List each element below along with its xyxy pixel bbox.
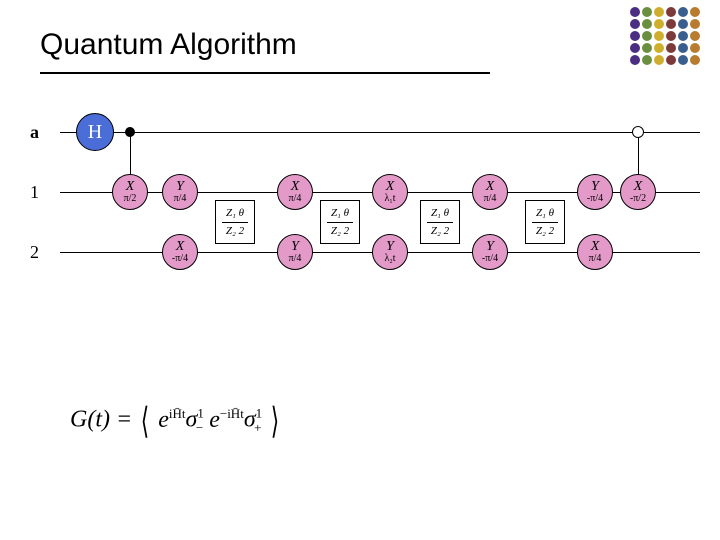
- rotation-gate: Y-π/4: [472, 234, 508, 270]
- zz-interaction-box: Z₁ θZ₂ 2: [320, 200, 360, 244]
- rotation-gate: Yπ/4: [162, 174, 198, 210]
- greens-function-formula: G(t) = ⟨ eiH̄tσ1− e−iH̄tσ1+ ⟩: [70, 400, 282, 442]
- rotation-gate: Xπ/4: [577, 234, 613, 270]
- rotation-gate: Yπ/4: [277, 234, 313, 270]
- rotation-gate: X-π/2: [620, 174, 656, 210]
- rotation-gate: X-π/4: [162, 234, 198, 270]
- zz-interaction-box: Z₁ θZ₂ 2: [420, 200, 460, 244]
- rotation-gate: Xπ/2: [112, 174, 148, 210]
- wire-label-2: 2: [30, 242, 39, 263]
- rotation-gate: Xπ/4: [277, 174, 313, 210]
- open-control-dot: [632, 126, 644, 138]
- title-underline: [40, 72, 490, 74]
- page-title: Quantum Algorithm: [40, 28, 297, 62]
- zz-interaction-box: Z₁ θZ₂ 2: [215, 200, 255, 244]
- rotation-gate: Yλ₂t: [372, 234, 408, 270]
- wire-a: [60, 132, 700, 133]
- quantum-circuit: a 1 2 H Xπ/2 Yπ/4 X-π/4 Xπ/4 Yπ/4 Xλ₁t Yλ₂t Xπ/…: [20, 112, 700, 292]
- rotation-gate: Xπ/4: [472, 174, 508, 210]
- wire-label-a: a: [30, 122, 39, 143]
- corner-dots: [628, 4, 700, 64]
- wire-label-1: 1: [30, 182, 39, 203]
- formula-lhs: G(t) =: [70, 407, 132, 433]
- zz-interaction-box: Z₁ θZ₂ 2: [525, 200, 565, 244]
- rotation-gate: Xλ₁t: [372, 174, 408, 210]
- rotation-gate: Y-π/4: [577, 174, 613, 210]
- hadamard-gate: H: [76, 113, 114, 151]
- control-dot: [125, 127, 135, 137]
